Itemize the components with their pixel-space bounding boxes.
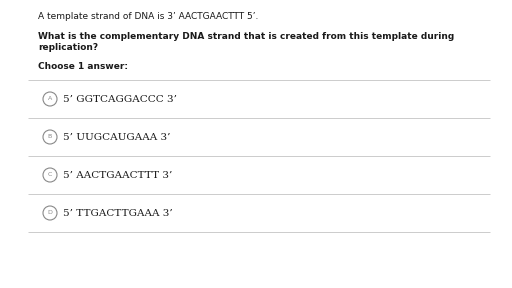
Text: D: D bbox=[48, 211, 52, 215]
Text: A template strand of DNA is 3’ AACTGAACTTT 5’.: A template strand of DNA is 3’ AACTGAACT… bbox=[38, 12, 259, 21]
Text: 5’ TTGACTTGAAA 3’: 5’ TTGACTTGAAA 3’ bbox=[63, 209, 173, 217]
Text: A: A bbox=[48, 96, 52, 101]
Text: 5’ AACTGAACTTT 3’: 5’ AACTGAACTTT 3’ bbox=[63, 170, 173, 179]
Text: B: B bbox=[48, 134, 52, 139]
Text: C: C bbox=[48, 173, 52, 177]
Text: 5’ GGTCAGGACCC 3’: 5’ GGTCAGGACCC 3’ bbox=[63, 94, 177, 103]
Text: 5’ UUGCAUGAAA 3’: 5’ UUGCAUGAAA 3’ bbox=[63, 132, 170, 141]
Text: What is the complementary DNA strand that is created from this template during: What is the complementary DNA strand tha… bbox=[38, 32, 454, 41]
Text: Choose 1 answer:: Choose 1 answer: bbox=[38, 62, 128, 71]
Text: replication?: replication? bbox=[38, 43, 98, 52]
